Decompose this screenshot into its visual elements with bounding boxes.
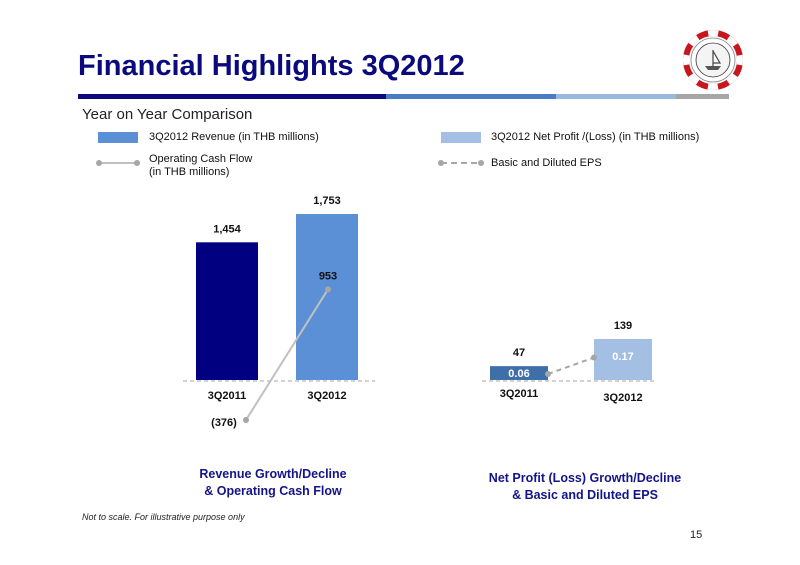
caption-revenue-line1: Revenue Growth/Decline [199, 467, 347, 481]
bar-net-profit-3Q2012 [594, 339, 652, 380]
legend-line-ocf [96, 160, 140, 166]
eps-line [547, 356, 595, 375]
ocf-value-label: 953 [319, 270, 337, 282]
title-bar-segment [676, 94, 729, 99]
legend-label-ocf: Operating Cash Flow (in THB millions) [149, 153, 252, 179]
footnote: Not to scale. For illustrative purpose o… [82, 512, 245, 522]
caption-revenue-chart: Revenue Growth/Decline & Operating Cash … [163, 466, 383, 500]
legend-label-revenue: 3Q2012 Revenue (in THB millions) [149, 131, 319, 143]
eps-value-label: 0.06 [508, 368, 529, 380]
title-bar-segment [386, 94, 556, 99]
legend-swatch-revenue [98, 132, 138, 143]
bar-revenue-3Q2011 [196, 242, 258, 380]
bar-revenue-3Q2012 [296, 214, 358, 380]
bar-value-label: 47 [513, 347, 525, 359]
page-title: Financial Highlights 3Q2012 [78, 50, 465, 82]
operating-cash-flow-line [245, 288, 329, 421]
caption-net-profit-line2: & Basic and Diluted EPS [512, 488, 658, 502]
x-tick-label: 3Q2012 [307, 390, 346, 402]
bar-net-profit-3Q2011 [490, 366, 548, 380]
title-underline-bar [78, 94, 729, 99]
page-number: 15 [690, 529, 703, 541]
legend-label-eps: Basic and Diluted EPS [491, 157, 602, 169]
ocf-point [243, 416, 249, 423]
title-bar-segment [78, 94, 386, 99]
legend-line-eps [438, 160, 484, 166]
legend-swatch-net-profit [441, 132, 481, 143]
title-bar-segment [556, 94, 676, 99]
legend-label-ocf-line2: (in THB millions) [149, 166, 230, 178]
bar-value-label: 139 [614, 320, 632, 332]
x-tick-label: 3Q2011 [500, 388, 539, 400]
bar-value-label: 1,454 [213, 223, 241, 235]
x-tick-label: 3Q2011 [208, 390, 247, 402]
eps-point [591, 354, 597, 361]
subtitle: Year on Year Comparison [82, 106, 253, 123]
eps-point [545, 371, 551, 377]
legend-label-net-profit: 3Q2012 Net Profit /(Loss) (in THB millio… [491, 131, 700, 143]
ocf-point [325, 286, 331, 293]
eps-value-label: 0.17 [612, 351, 633, 363]
caption-revenue-line2: & Operating Cash Flow [204, 484, 342, 498]
bar-value-label: 1,753 [313, 195, 341, 207]
ocf-value-label: (376) [211, 417, 237, 429]
company-logo [683, 30, 743, 90]
legend-label-ocf-line1: Operating Cash Flow [149, 153, 253, 165]
caption-net-profit-chart: Net Profit (Loss) Growth/Decline & Basic… [455, 470, 715, 504]
x-tick-label: 3Q2012 [603, 392, 642, 404]
caption-net-profit-line1: Net Profit (Loss) Growth/Decline [488, 471, 682, 485]
